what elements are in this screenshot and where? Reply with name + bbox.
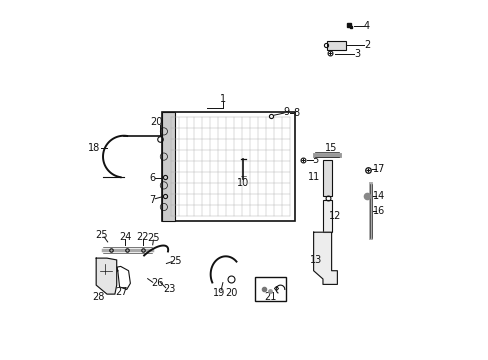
Text: 20: 20: [224, 288, 237, 298]
Text: 11: 11: [307, 172, 320, 182]
Text: 23: 23: [163, 284, 176, 294]
Text: 16: 16: [372, 206, 384, 216]
Text: 8: 8: [292, 108, 299, 118]
Text: 25: 25: [147, 233, 160, 243]
Text: 4: 4: [363, 21, 369, 31]
Bar: [254, 277, 285, 301]
Text: 7: 7: [149, 195, 155, 205]
Text: 17: 17: [372, 164, 384, 174]
Text: 24: 24: [119, 232, 131, 242]
Text: 22: 22: [137, 231, 149, 242]
Bar: [162, 112, 294, 221]
Bar: [326, 41, 346, 50]
Text: 13: 13: [310, 255, 322, 265]
Text: 25: 25: [95, 230, 108, 240]
Text: 28: 28: [92, 292, 104, 302]
Text: 27: 27: [115, 287, 127, 297]
Bar: [162, 112, 175, 221]
Text: 2: 2: [363, 40, 369, 50]
Polygon shape: [96, 258, 117, 294]
Text: 12: 12: [328, 211, 341, 221]
Text: 21: 21: [264, 292, 276, 302]
Text: 26: 26: [150, 278, 163, 288]
Text: 10: 10: [237, 178, 249, 188]
Text: 15: 15: [325, 143, 337, 153]
Text: 25: 25: [169, 256, 181, 266]
Text: 5: 5: [312, 155, 318, 165]
Text: 1: 1: [220, 94, 225, 104]
Bar: [322, 200, 332, 232]
Text: 20: 20: [150, 117, 162, 127]
Bar: [322, 160, 332, 196]
Polygon shape: [313, 232, 337, 284]
Text: 19: 19: [213, 288, 225, 298]
Text: 6: 6: [149, 173, 155, 183]
Text: 14: 14: [372, 191, 384, 201]
Text: 3: 3: [353, 49, 360, 59]
Text: 18: 18: [88, 143, 100, 153]
Text: 9: 9: [283, 107, 289, 117]
